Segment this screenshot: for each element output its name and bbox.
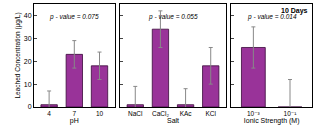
svg-text:KCl: KCl <box>205 110 216 117</box>
svg-text:p - value = 0.014: p - value = 0.014 <box>247 13 297 21</box>
svg-text:Leached Concentration (μg/L): Leached Concentration (μg/L) <box>14 12 22 98</box>
svg-text:Salt: Salt <box>167 117 179 124</box>
svg-text:p - value = 0.075: p - value = 0.075 <box>49 13 99 21</box>
svg-text:10 Days: 10 Days <box>281 7 308 15</box>
svg-text:10: 10 <box>24 81 32 88</box>
svg-text:0: 0 <box>28 103 32 110</box>
svg-text:p - value = 0.055: p - value = 0.055 <box>148 13 198 21</box>
svg-text:4: 4 <box>47 110 51 117</box>
svg-text:10⁻¹: 10⁻¹ <box>284 110 298 117</box>
svg-text:40: 40 <box>24 12 32 19</box>
svg-text:10: 10 <box>96 110 104 117</box>
svg-text:CaCl₂: CaCl₂ <box>152 110 169 117</box>
svg-text:30: 30 <box>24 35 32 42</box>
svg-text:20: 20 <box>24 58 32 65</box>
svg-text:pH: pH <box>70 117 79 125</box>
svg-text:KAc: KAc <box>180 110 193 117</box>
svg-text:7: 7 <box>72 110 76 117</box>
svg-text:NaCl: NaCl <box>128 110 143 117</box>
svg-text:Ionic Strength (M): Ionic Strength (M) <box>244 117 300 125</box>
svg-text:10⁻³: 10⁻³ <box>247 110 261 117</box>
